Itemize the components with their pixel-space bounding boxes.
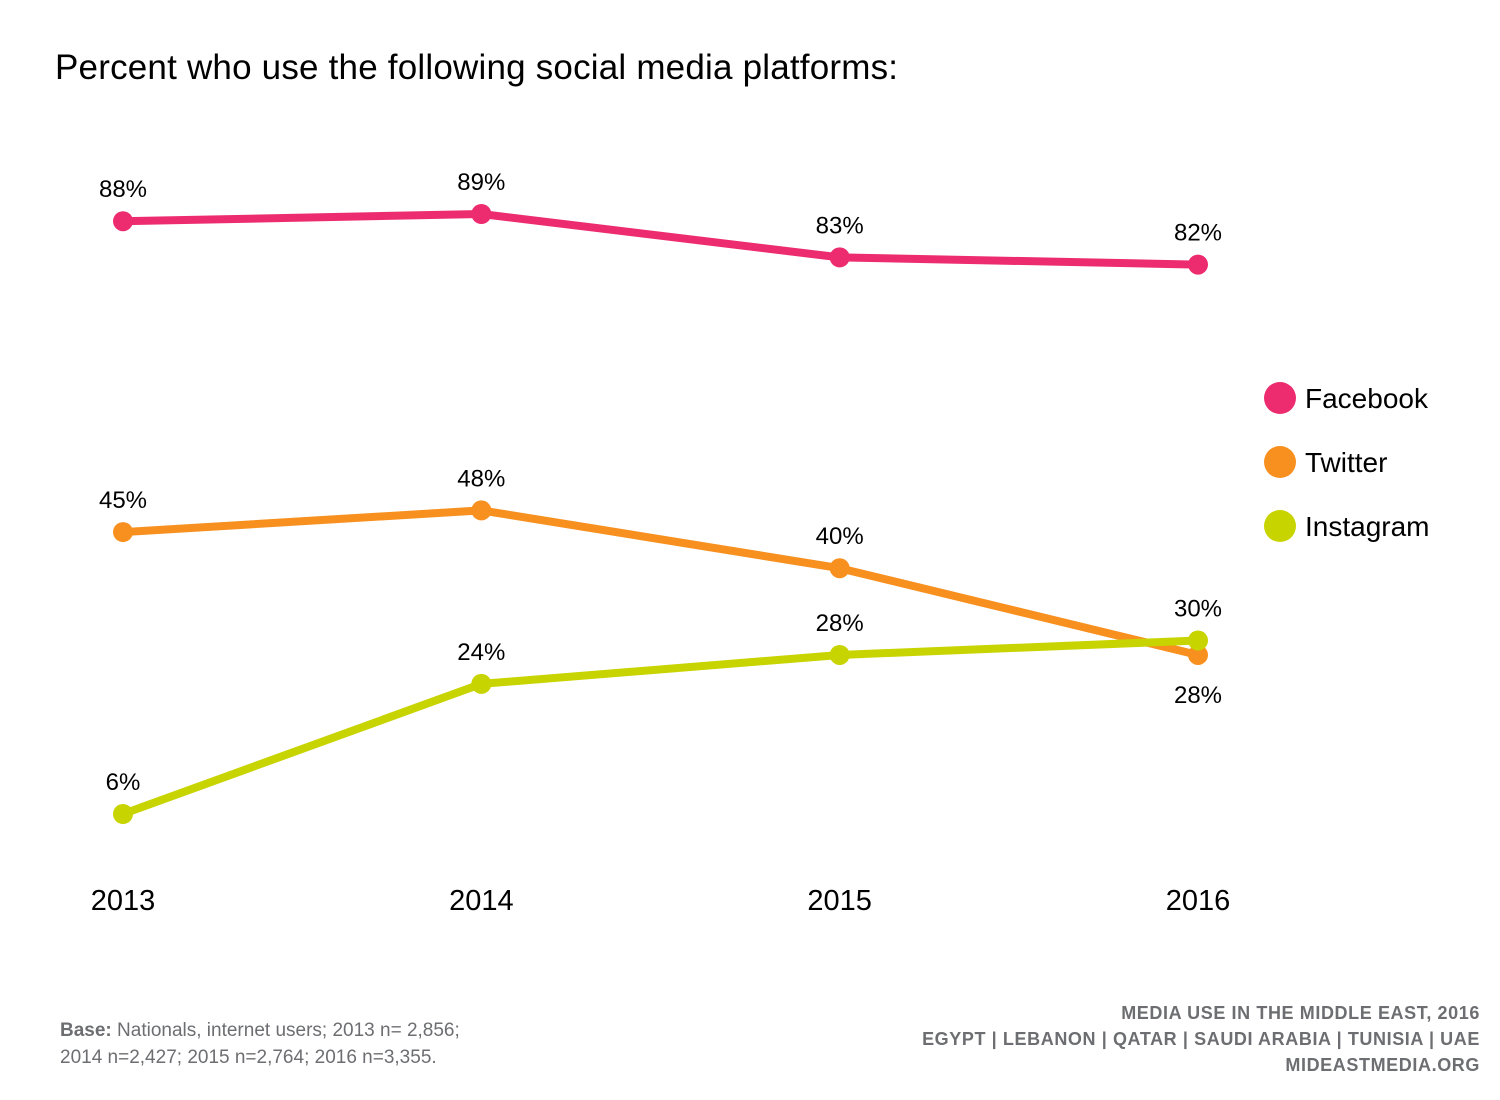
instagram-label-2013: 6% (106, 769, 141, 796)
chart-title: Percent who use the following social med… (55, 48, 899, 87)
legend-label-twitter: Twitter (1305, 447, 1387, 478)
facebook-point-2014 (471, 204, 492, 224)
twitter-label-2013: 45% (99, 487, 147, 514)
instagram-label-2016: 30% (1174, 596, 1222, 623)
instagram-label-2015: 28% (816, 610, 864, 637)
twitter-point-2014 (471, 500, 492, 521)
facebook-point-2013 (113, 211, 133, 232)
twitter-point-2015 (829, 558, 850, 579)
legend-label-facebook: Facebook (1305, 383, 1429, 414)
source-line-1: MEDIA USE IN THE MIDDLE EAST, 2016 (1121, 1003, 1480, 1023)
legend-swatch-instagram (1264, 510, 1296, 542)
legend-label-instagram: Instagram (1305, 511, 1430, 542)
instagram-point-2014 (471, 673, 492, 694)
facebook-point-2016 (1188, 254, 1208, 275)
base-text: Nationals, internet users; 2013 n= 2,856… (111, 1020, 460, 1041)
twitter-label-2015: 40% (816, 523, 864, 550)
instagram-line (119, 636, 1202, 818)
facebook-label-2013: 88% (99, 176, 147, 203)
instagram-label-2014: 24% (457, 639, 505, 666)
base-text-line2: 2014 n=2,427; 2015 n=2,764; 2016 n=3,355… (60, 1047, 437, 1068)
twitter-label-2016: 28% (1174, 682, 1222, 709)
source-line-2: EGYPT | LEBANON | QATAR | SAUDI ARABIA |… (922, 1029, 1480, 1049)
base-note: Base: Nationals, internet users; 2013 n=… (60, 1017, 460, 1071)
base-label: Base: (60, 1020, 112, 1041)
source-credit: MEDIA USE IN THE MIDDLE EAST, 2016 EGYPT… (922, 1000, 1480, 1078)
facebook-label-2015: 83% (816, 212, 864, 239)
x-tick-label-2014: 2014 (449, 885, 514, 917)
x-tick-label-2016: 2016 (1166, 885, 1231, 917)
x-tick-label-2015: 2015 (807, 885, 872, 917)
instagram-point-2016 (1188, 630, 1208, 651)
instagram-point-2013 (113, 804, 133, 824)
facebook-label-2014: 89% (457, 169, 505, 196)
twitter-point-2013 (113, 522, 133, 543)
facebook-point-2015 (829, 247, 850, 268)
instagram-point-2015 (829, 644, 850, 665)
facebook-line (119, 210, 1202, 269)
legend-swatch-facebook (1264, 382, 1296, 414)
x-tick-label-2013: 2013 (91, 885, 156, 917)
twitter-point-2016 (1188, 644, 1208, 665)
twitter-line (119, 506, 1202, 659)
twitter-label-2014: 48% (457, 465, 505, 492)
facebook-label-2016: 82% (1174, 220, 1222, 247)
legend-swatch-twitter (1264, 446, 1296, 478)
source-line-3: MIDEASTMEDIA.ORG (1285, 1055, 1480, 1075)
